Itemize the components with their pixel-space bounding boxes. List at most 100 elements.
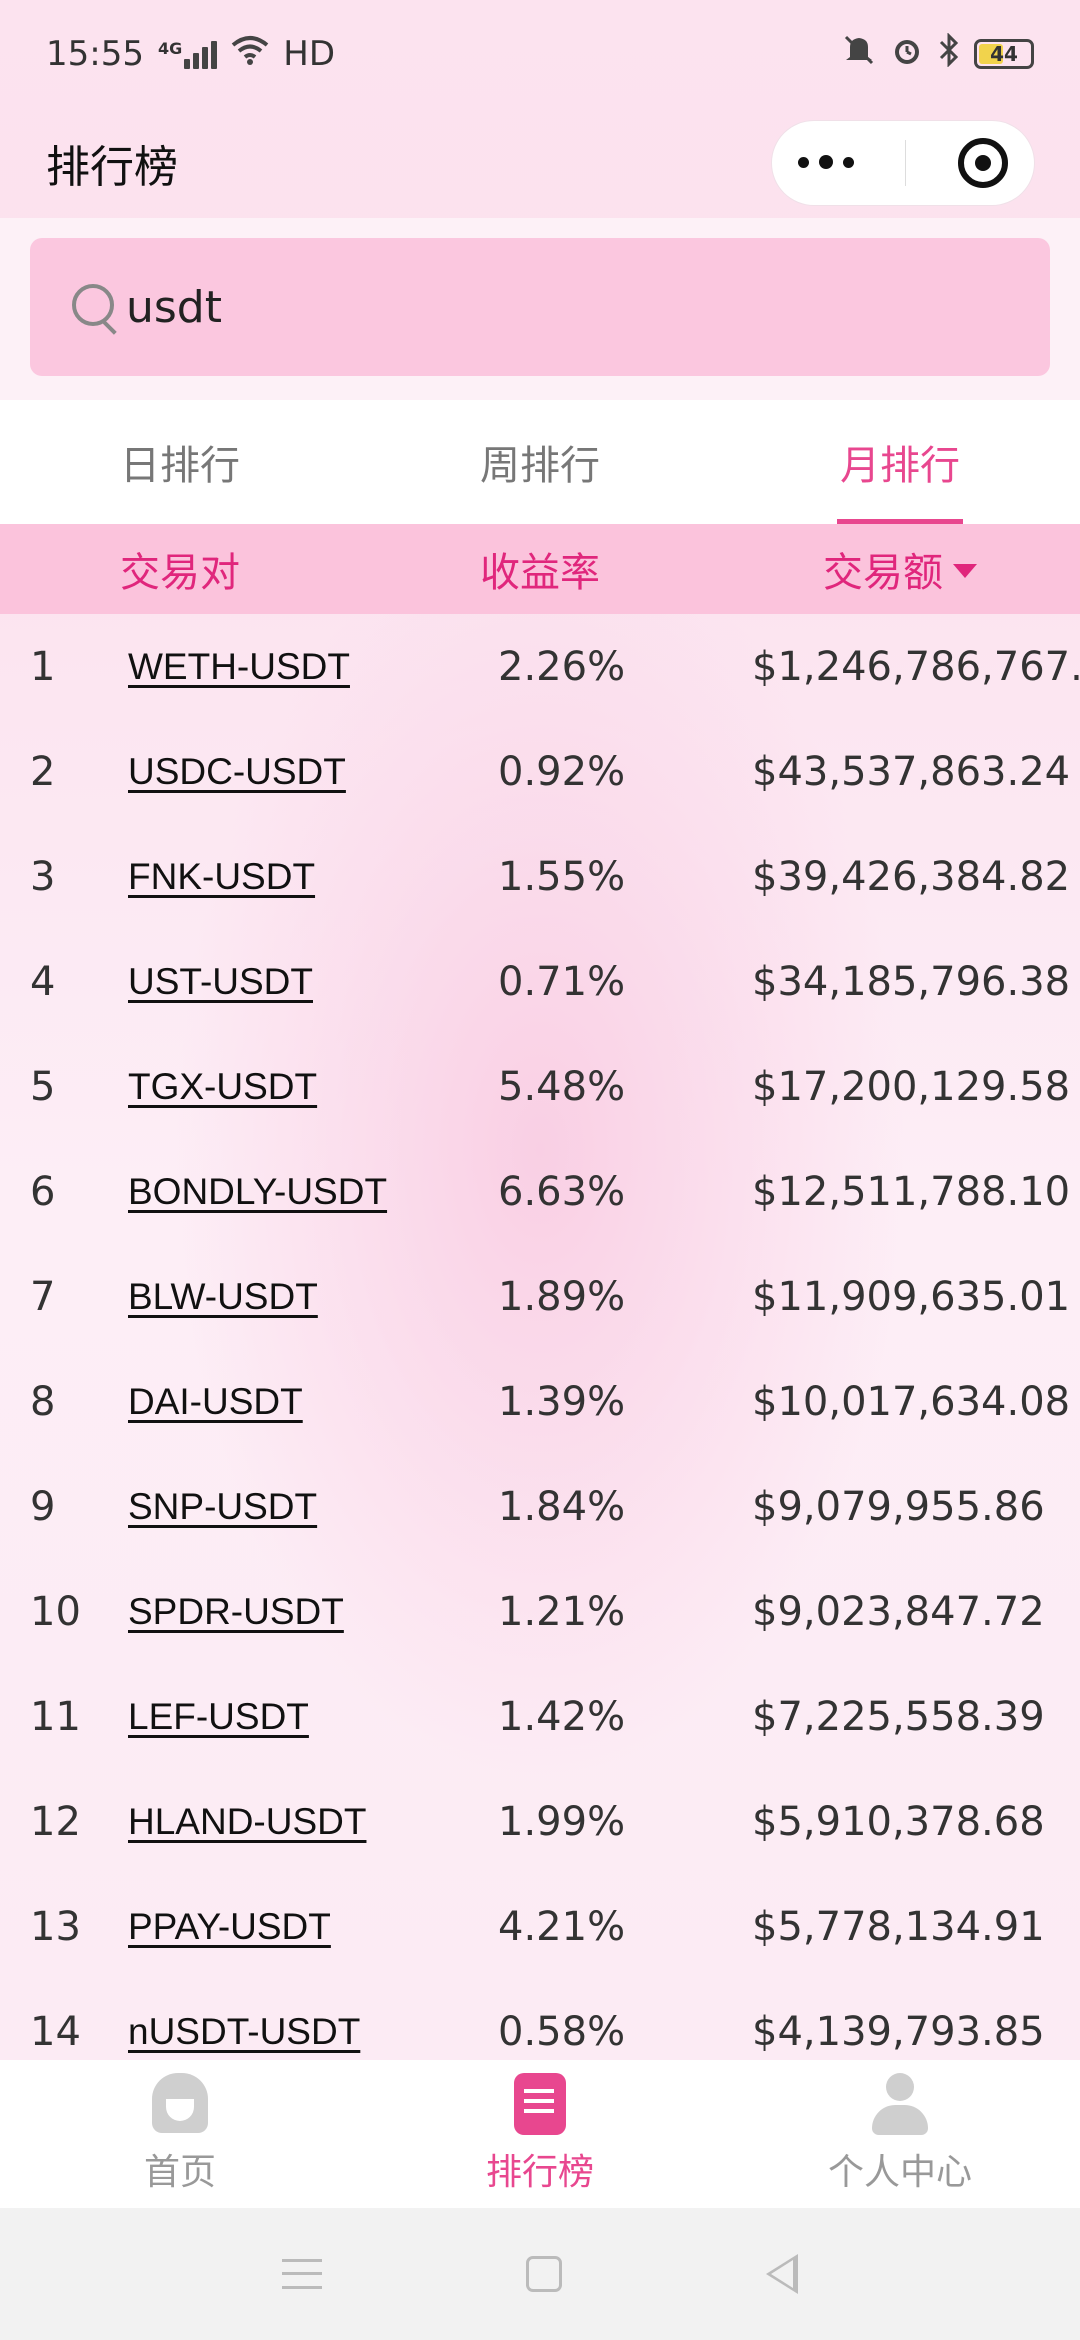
search-icon — [70, 282, 120, 332]
tabbar-profile[interactable]: 个人中心 — [720, 2060, 1080, 2208]
row-pair-link[interactable]: BONDLY-USDT — [128, 1170, 388, 1212]
row-pair-link[interactable]: SPDR-USDT — [128, 1590, 344, 1632]
table-row[interactable]: 13 PPAY-USDT 4.21% $5,778,134.91 — [0, 1874, 1080, 1979]
search-input[interactable] — [126, 281, 1006, 333]
header-amount-label: 交易额 — [823, 550, 943, 596]
mute-icon — [842, 33, 876, 76]
row-rank: 1 — [30, 643, 56, 690]
tab-daily[interactable]: 日排行 — [120, 443, 240, 489]
nav-bar: 排行榜 — [0, 108, 1080, 218]
row-amount: $11,909,635.01 — [752, 1273, 1071, 1320]
tabbar-ranking-label: 排行榜 — [485, 2152, 594, 2193]
tabbar-home[interactable]: 首页 — [0, 2060, 360, 2208]
row-rate: 0.58% — [498, 2008, 626, 2055]
target-icon[interactable] — [958, 138, 1009, 188]
search-box[interactable] — [30, 238, 1050, 376]
table-row[interactable]: 12 HLAND-USDT 1.99% $5,910,378.68 — [0, 1769, 1080, 1874]
battery-icon: 44 — [974, 39, 1034, 69]
row-rate: 1.55% — [498, 853, 626, 900]
row-pair-link[interactable]: BLW-USDT — [128, 1275, 318, 1317]
row-rate: 5.48% — [498, 1063, 626, 1110]
row-rate: 6.63% — [498, 1168, 626, 1215]
ranking-icon — [508, 2073, 572, 2137]
signal-icon: 4G — [158, 39, 218, 69]
caret-down-icon — [953, 564, 977, 578]
wifi-icon — [231, 34, 269, 74]
row-amount: $4,139,793.85 — [752, 2008, 1045, 2055]
row-rank: 4 — [30, 958, 56, 1005]
row-pair-link[interactable]: FNK-USDT — [128, 855, 316, 897]
header-rate[interactable]: 收益率 — [360, 540, 720, 598]
row-rank: 14 — [30, 2008, 81, 2055]
row-rank: 9 — [30, 1483, 56, 1530]
row-rank: 11 — [30, 1693, 81, 1740]
row-pair-link[interactable]: USDC-USDT — [128, 750, 346, 792]
row-pair-link[interactable]: LEF-USDT — [128, 1695, 309, 1737]
row-pair-link[interactable]: PPAY-USDT — [128, 1905, 331, 1947]
status-bar: 15:55 4G HD 44 — [0, 0, 1080, 108]
row-amount: $7,225,558.39 — [752, 1693, 1045, 1740]
system-nav-bar — [0, 2208, 1080, 2340]
table-row[interactable]: 10 SPDR-USDT 1.21% $9,023,847.72 — [0, 1559, 1080, 1664]
menu-icon[interactable] — [282, 2259, 322, 2289]
row-amount: $39,426,384.82 — [752, 853, 1071, 900]
row-pair-link[interactable]: WETH-USDT — [128, 645, 350, 687]
table-row[interactable]: 9 SNP-USDT 1.84% $9,079,955.86 — [0, 1454, 1080, 1559]
row-rate: 0.92% — [498, 748, 626, 795]
table-row[interactable]: 7 BLW-USDT 1.89% $11,909,635.01 — [0, 1244, 1080, 1349]
row-rate: 1.99% — [498, 1798, 626, 1845]
home-square-icon[interactable] — [526, 2256, 562, 2292]
header-rate-label: 收益率 — [480, 550, 600, 596]
back-icon[interactable] — [766, 2254, 798, 2294]
table-row[interactable]: 14 nUSDT-USDT 0.58% $4,139,793.85 — [0, 1979, 1080, 2060]
table-row[interactable]: 11 LEF-USDT 1.42% $7,225,558.39 — [0, 1664, 1080, 1769]
bluetooth-icon — [938, 31, 960, 76]
more-dots-icon[interactable] — [797, 155, 854, 169]
table-row[interactable]: 6 BONDLY-USDT 6.63% $12,511,788.10 — [0, 1139, 1080, 1244]
tab-monthly[interactable]: 月排行 — [720, 400, 1080, 524]
row-rate: 1.89% — [498, 1273, 626, 1320]
row-rate: 2.26% — [498, 643, 626, 690]
row-pair-link[interactable]: HLAND-USDT — [128, 1800, 367, 1842]
tabbar-ranking[interactable]: 排行榜 — [360, 2060, 720, 2208]
table-row[interactable]: 4 UST-USDT 0.71% $34,185,796.38 — [0, 929, 1080, 1034]
table-row[interactable]: 3 FNK-USDT 1.55% $39,426,384.82 — [0, 824, 1080, 929]
table-row[interactable]: 5 TGX-USDT 5.48% $17,200,129.58 — [0, 1034, 1080, 1139]
row-rank: 12 — [30, 1798, 81, 1845]
row-amount: $1,246,786,767.0 — [752, 643, 1080, 690]
ranking-tabs: 日排行 周排行 月排行 — [0, 400, 1080, 524]
header-pair[interactable]: 交易对 — [0, 540, 360, 598]
row-amount: $34,185,796.38 — [752, 958, 1071, 1005]
header-amount[interactable]: 交易额 — [720, 540, 1080, 598]
row-rank: 3 — [30, 853, 56, 900]
row-amount: $5,910,378.68 — [752, 1798, 1045, 1845]
row-rank: 2 — [30, 748, 56, 795]
page-title: 排行榜 — [46, 142, 178, 193]
user-icon — [868, 2073, 932, 2137]
row-pair-link[interactable]: DAI-USDT — [128, 1380, 303, 1422]
row-amount: $43,537,863.24 — [752, 748, 1071, 795]
row-amount: $5,778,134.91 — [752, 1903, 1045, 1950]
row-rank: 7 — [30, 1273, 56, 1320]
table-row[interactable]: 8 DAI-USDT 1.39% $10,017,634.08 — [0, 1349, 1080, 1454]
table-header: 交易对 收益率 交易额 — [0, 524, 1080, 614]
row-pair-link[interactable]: UST-USDT — [128, 960, 313, 1002]
tab-weekly[interactable]: 周排行 — [480, 443, 600, 489]
row-pair-link[interactable]: TGX-USDT — [128, 1065, 318, 1107]
ranking-list[interactable]: 1 WETH-USDT 2.26% $1,246,786,767.0 2 USD… — [0, 614, 1080, 2060]
row-pair-link[interactable]: nUSDT-USDT — [128, 2010, 361, 2052]
row-amount: $9,023,847.72 — [752, 1588, 1045, 1635]
table-row[interactable]: 1 WETH-USDT 2.26% $1,246,786,767.0 — [0, 614, 1080, 719]
row-pair-link[interactable]: SNP-USDT — [128, 1485, 318, 1527]
table-row[interactable]: 2 USDC-USDT 0.92% $43,537,863.24 — [0, 719, 1080, 824]
alarm-icon — [890, 33, 924, 76]
row-amount: $12,511,788.10 — [752, 1168, 1071, 1215]
home-icon — [148, 2073, 212, 2137]
clock: 15:55 — [46, 34, 144, 74]
row-rate: 0.71% — [498, 958, 626, 1005]
hd-label: HD — [283, 34, 335, 74]
row-rank: 8 — [30, 1378, 56, 1425]
row-rank: 13 — [30, 1903, 81, 1950]
tabbar-home-label: 首页 — [143, 2152, 216, 2193]
row-rate: 1.39% — [498, 1378, 626, 1425]
